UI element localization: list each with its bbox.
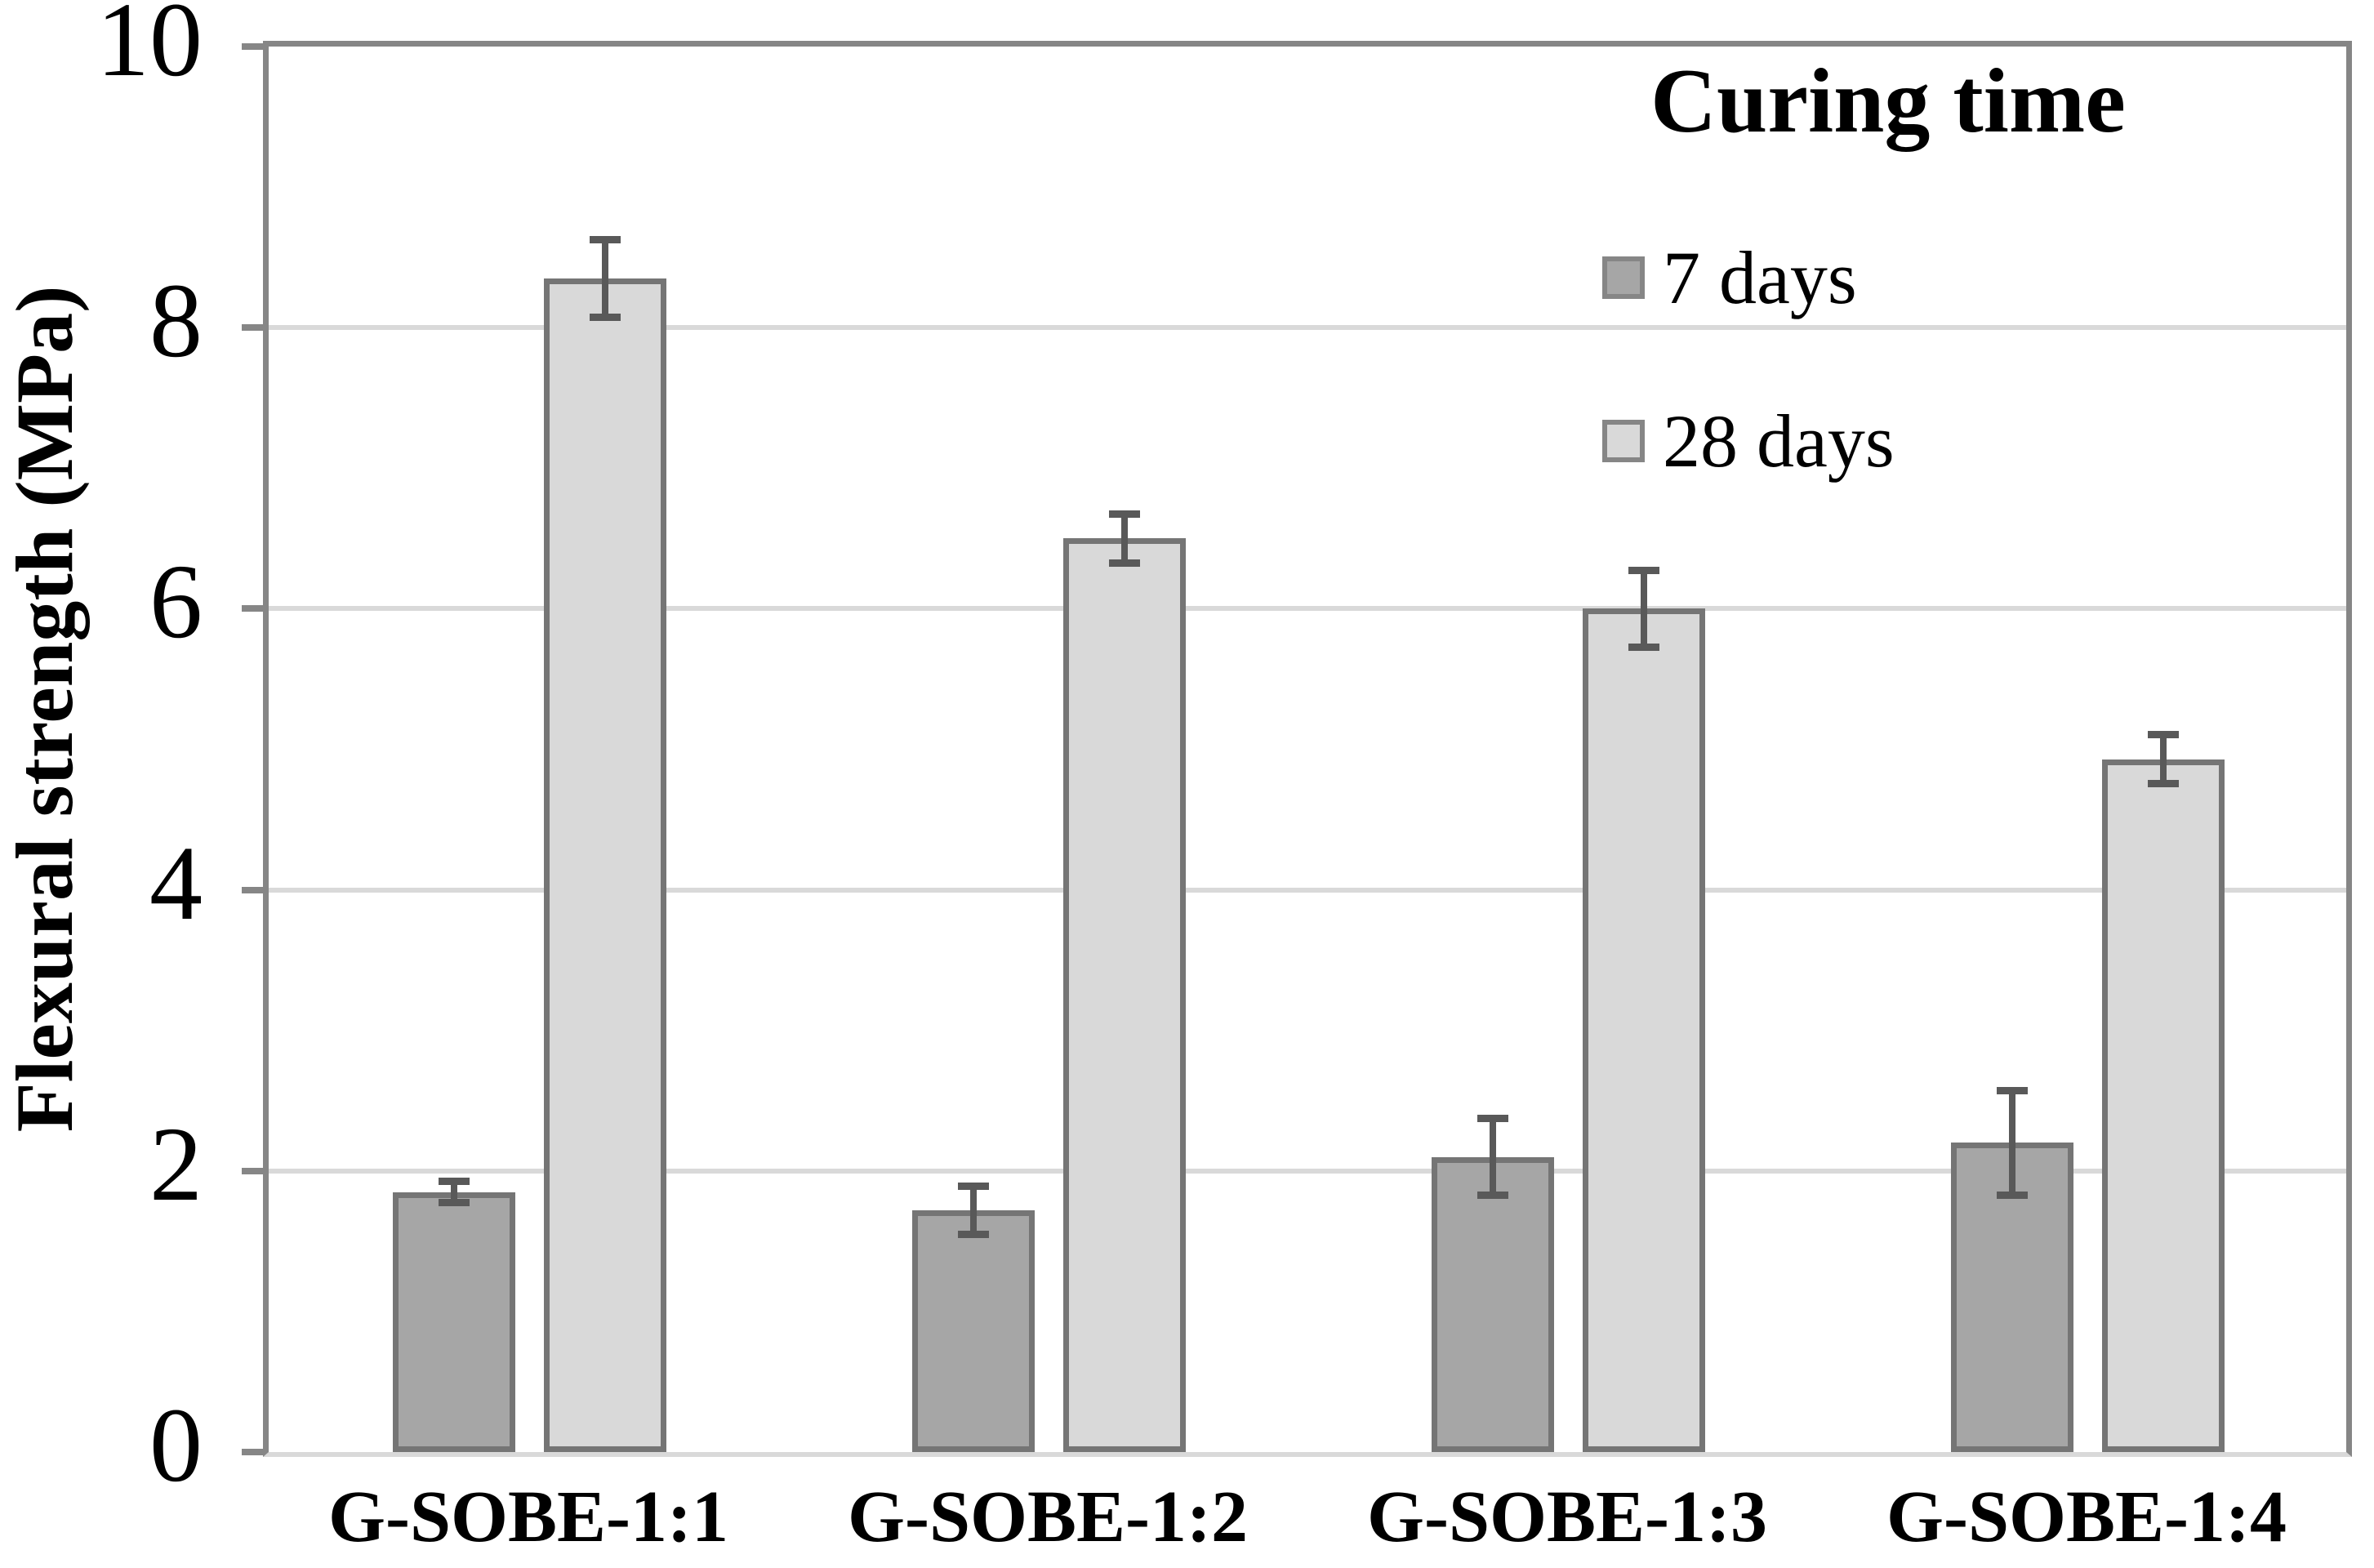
error-bar-cap-bottom — [1997, 1192, 2028, 1200]
error-bar-7-days-G-SOBE-1:4 — [1997, 1086, 2028, 1200]
error-bar-cap-bottom — [1477, 1192, 1508, 1200]
y-axis-title: Flexural strength (MPa) — [0, 285, 90, 1133]
error-bar-cap-bottom — [1628, 644, 1659, 652]
error-bar-cap-top — [1997, 1086, 2028, 1094]
legend-swatch-icon — [1602, 420, 1645, 462]
bar-7-days-G-SOBE-1:2 — [912, 1210, 1035, 1452]
gridline-y-6 — [269, 606, 2346, 612]
error-bar-cap-bottom — [439, 1198, 470, 1206]
error-bar-cap-top — [2148, 731, 2179, 739]
error-bar-28-days-G-SOBE-1:2 — [1109, 510, 1140, 567]
x-tick-label-G-SOBE-1:4: G-SOBE-1:4 — [1886, 1477, 2287, 1557]
y-axis-tick-10 — [242, 43, 263, 50]
error-bar-28-days-G-SOBE-1:4 — [2148, 731, 2179, 787]
error-bar-stem — [970, 1182, 977, 1239]
error-bar-stem — [451, 1178, 457, 1206]
y-tick-label-8: 8 — [149, 262, 203, 381]
legend-title: Curing time — [1650, 51, 2126, 152]
legend-entry-label: 28 days — [1663, 399, 1895, 483]
y-axis-tick-8 — [242, 324, 263, 332]
y-tick-label-6: 6 — [149, 543, 203, 662]
x-tick-label-G-SOBE-1:3: G-SOBE-1:3 — [1366, 1477, 1768, 1557]
y-axis-tick-4 — [242, 886, 263, 893]
error-bar-stem — [2160, 731, 2167, 787]
error-bar-stem — [2009, 1086, 2015, 1200]
bar-28-days-G-SOBE-1:2 — [1063, 538, 1186, 1452]
error-bar-stem — [1641, 566, 1647, 652]
error-bar-cap-bottom — [2148, 779, 2179, 787]
legend-entry-7-days: 7 days — [1602, 240, 1857, 315]
x-tick-label-G-SOBE-1:1: G-SOBE-1:1 — [327, 1477, 729, 1557]
error-bar-7-days-G-SOBE-1:1 — [439, 1178, 470, 1206]
error-bar-7-days-G-SOBE-1:2 — [958, 1182, 989, 1239]
y-tick-label-2: 2 — [149, 1105, 203, 1223]
error-bar-cap-top — [958, 1182, 989, 1190]
error-bar-cap-top — [1628, 566, 1659, 574]
error-bar-cap-bottom — [1109, 559, 1140, 567]
plot-area — [242, 41, 2352, 1457]
y-tick-label-0: 0 — [149, 1387, 203, 1504]
error-bar-28-days-G-SOBE-1:3 — [1628, 566, 1659, 652]
gridline-y-4 — [269, 887, 2346, 893]
y-tick-label-4: 4 — [149, 824, 203, 942]
bar-28-days-G-SOBE-1:4 — [2102, 759, 2225, 1452]
bar-7-days-G-SOBE-1:1 — [393, 1192, 515, 1452]
legend-swatch-icon — [1602, 256, 1645, 299]
error-bar-cap-top — [439, 1178, 470, 1186]
error-bar-28-days-G-SOBE-1:1 — [590, 236, 621, 321]
y-axis-tick-6 — [242, 605, 263, 612]
error-bar-cap-bottom — [958, 1231, 989, 1239]
x-tick-label-G-SOBE-1:2: G-SOBE-1:2 — [847, 1477, 1249, 1557]
bar-7-days-G-SOBE-1:3 — [1432, 1156, 1554, 1452]
bar-28-days-G-SOBE-1:3 — [1583, 608, 1705, 1452]
error-bar-cap-top — [590, 236, 621, 244]
error-bar-cap-bottom — [590, 313, 621, 321]
error-bar-stem — [1490, 1114, 1496, 1200]
error-bar-7-days-G-SOBE-1:3 — [1477, 1114, 1508, 1200]
gridline-y-8 — [269, 325, 2346, 331]
bar-28-days-G-SOBE-1:1 — [544, 278, 666, 1452]
legend-entry-28-days: 28 days — [1602, 403, 1895, 479]
error-bar-stem — [1121, 510, 1128, 567]
y-axis-tick-0 — [242, 1449, 263, 1455]
y-tick-label-10: 10 — [96, 0, 203, 99]
legend-entry-label: 7 days — [1663, 236, 1857, 319]
error-bar-cap-top — [1109, 510, 1140, 518]
error-bar-stem — [602, 236, 608, 321]
gridline-y-2 — [269, 1168, 2346, 1174]
bar-7-days-G-SOBE-1:4 — [1951, 1143, 2073, 1452]
error-bar-cap-top — [1477, 1114, 1508, 1122]
y-axis-tick-2 — [242, 1167, 263, 1174]
